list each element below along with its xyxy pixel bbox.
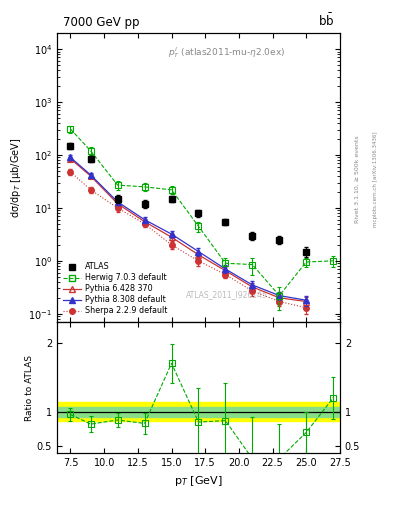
Text: 7000 GeV pp: 7000 GeV pp [62, 16, 139, 29]
X-axis label: p$_T$ [GeV]: p$_T$ [GeV] [174, 474, 223, 487]
Bar [57, 407, 340, 417]
Y-axis label: Ratio to ATLAS: Ratio to ATLAS [25, 354, 34, 420]
Text: b$\bar{\rm b}$: b$\bar{\rm b}$ [318, 12, 334, 29]
Legend: ATLAS, Herwig 7.0.3 default, Pythia 6.428 370, Pythia 8.308 default, Sherpa 2.2.: ATLAS, Herwig 7.0.3 default, Pythia 6.42… [61, 260, 170, 318]
Y-axis label: dσ/dp$_T$ [μb/GeV]: dσ/dp$_T$ [μb/GeV] [9, 137, 23, 218]
Text: $p_T^l$ (atlas2011-mu-$\eta$2.0ex): $p_T^l$ (atlas2011-mu-$\eta$2.0ex) [168, 45, 285, 60]
Text: Rivet 3.1.10, ≥ 500k events: Rivet 3.1.10, ≥ 500k events [355, 135, 360, 223]
Text: ATLAS_2011_I926145: ATLAS_2011_I926145 [186, 290, 268, 299]
Bar [57, 402, 340, 421]
Text: mcplots.cern.ch [arXiv:1306.3436]: mcplots.cern.ch [arXiv:1306.3436] [373, 132, 378, 227]
